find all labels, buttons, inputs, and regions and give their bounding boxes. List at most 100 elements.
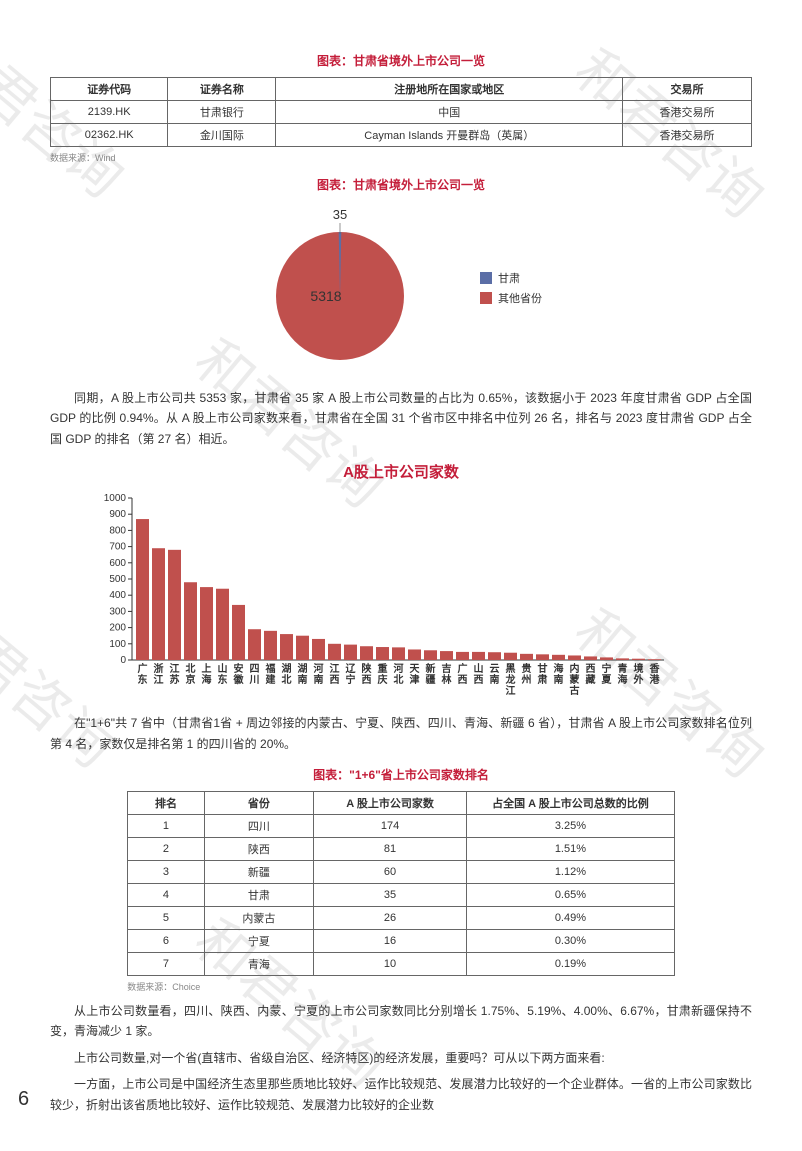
table-header: 证券代码 xyxy=(51,78,168,101)
svg-text:福: 福 xyxy=(265,662,276,675)
svg-text:南: 南 xyxy=(298,673,308,686)
table-cell: 0.49% xyxy=(467,906,675,929)
svg-text:山: 山 xyxy=(474,662,484,675)
table-cell: 10 xyxy=(314,952,467,975)
svg-text:建: 建 xyxy=(265,673,277,686)
legend-swatch xyxy=(480,272,492,284)
svg-text:400: 400 xyxy=(109,590,126,601)
svg-text:河: 河 xyxy=(314,663,324,675)
table-cell: 甘肃 xyxy=(204,883,313,906)
svg-text:600: 600 xyxy=(109,558,126,569)
table-cell: 0.19% xyxy=(467,952,675,975)
legend-swatch xyxy=(480,292,492,304)
table-cell: 6 xyxy=(128,929,205,952)
table-row: 2139.HK甘肃银行中国香港交易所 xyxy=(51,101,752,124)
table-cell: 1 xyxy=(128,814,205,837)
table-cell: Cayman Islands 开曼群岛（英属） xyxy=(276,124,623,147)
legend-label: 甘肃 xyxy=(498,270,520,286)
pie-title: 图表：甘肃省境外上市公司一览 xyxy=(50,176,752,193)
table-cell: 3.25% xyxy=(467,814,675,837)
svg-text:津: 津 xyxy=(410,673,420,686)
table-header: 交易所 xyxy=(623,78,752,101)
svg-text:辽: 辽 xyxy=(346,663,357,675)
svg-text:藏: 藏 xyxy=(586,673,596,686)
table2-title: 图表："1+6"省上市公司家数排名 xyxy=(50,766,752,783)
svg-text:云: 云 xyxy=(490,663,500,675)
svg-text:江: 江 xyxy=(330,662,340,675)
table-row: 02362.HK金川国际Cayman Islands 开曼群岛（英属）香港交易所 xyxy=(51,124,752,147)
svg-text:夏: 夏 xyxy=(601,674,613,686)
svg-text:山: 山 xyxy=(218,662,228,675)
table-cell: 青海 xyxy=(204,952,313,975)
svg-text:南: 南 xyxy=(314,673,324,686)
svg-text:江: 江 xyxy=(506,684,516,697)
table1-source: 数据来源：Wind xyxy=(50,151,752,164)
svg-text:0: 0 xyxy=(120,655,126,666)
table-header: 省份 xyxy=(204,791,313,814)
svg-text:宁: 宁 xyxy=(602,662,612,675)
svg-text:庆: 庆 xyxy=(377,673,388,686)
bar-chart: 01002003004005006007008009001000广东浙江江苏北京… xyxy=(90,490,752,703)
legend-label: 其他省份 xyxy=(498,290,542,306)
table-cell: 4 xyxy=(128,883,205,906)
svg-text:西: 西 xyxy=(330,674,340,686)
svg-text:新: 新 xyxy=(426,662,436,675)
table-cell: 陕西 xyxy=(204,837,313,860)
table-cell: 金川国际 xyxy=(168,124,276,147)
svg-text:1000: 1000 xyxy=(104,493,127,504)
svg-text:南: 南 xyxy=(490,673,500,686)
table-cell: 174 xyxy=(314,814,467,837)
pie-chart-wrap: 355318 甘肃其他省份 xyxy=(50,201,752,374)
svg-text:南: 南 xyxy=(554,673,564,686)
svg-text:西: 西 xyxy=(458,674,468,686)
svg-text:黑: 黑 xyxy=(506,663,516,675)
svg-text:州: 州 xyxy=(521,674,532,686)
paragraph-3: 从上市公司数量看，四川、陕西、内蒙、宁夏的上市公司家数同比分别增长 1.75%、… xyxy=(50,1001,752,1042)
svg-text:青: 青 xyxy=(618,662,628,675)
table-cell: 内蒙古 xyxy=(204,906,313,929)
overseas-listed-table: 证券代码证券名称注册地所在国家或地区交易所 2139.HK甘肃银行中国香港交易所… xyxy=(50,77,752,147)
table-cell: 香港交易所 xyxy=(623,101,752,124)
svg-text:境: 境 xyxy=(634,662,644,675)
table-header: 占全国 A 股上市公司总数的比例 xyxy=(467,791,675,814)
svg-text:贵: 贵 xyxy=(522,662,532,675)
paragraph-2: 在"1+6"共 7 省中（甘肃省1省 + 周边邻接的内蒙古、宁夏、陕西、四川、青… xyxy=(50,713,752,754)
legend-item: 甘肃 xyxy=(480,270,542,286)
svg-text:徽: 徽 xyxy=(233,673,245,686)
table-cell: 四川 xyxy=(204,814,313,837)
svg-text:900: 900 xyxy=(109,509,126,520)
svg-text:800: 800 xyxy=(109,526,126,537)
table-row: 1四川1743.25% xyxy=(128,814,675,837)
svg-text:甘: 甘 xyxy=(538,662,548,675)
svg-text:天: 天 xyxy=(410,663,421,675)
page-number: 6 xyxy=(18,1088,29,1111)
paragraph-1: 同期，A 股上市公司共 5353 家，甘肃省 35 家 A 股上市公司数量的占比… xyxy=(50,388,752,449)
svg-text:宁: 宁 xyxy=(346,673,356,686)
svg-text:北: 北 xyxy=(282,673,292,686)
table-cell: 甘肃银行 xyxy=(168,101,276,124)
svg-text:内: 内 xyxy=(570,662,580,675)
svg-text:上: 上 xyxy=(202,662,212,675)
table-cell: 中国 xyxy=(276,101,623,124)
svg-text:港: 港 xyxy=(650,673,661,686)
svg-text:四: 四 xyxy=(250,663,260,675)
svg-text:海: 海 xyxy=(618,673,628,686)
svg-text:苏: 苏 xyxy=(170,673,180,686)
svg-text:500: 500 xyxy=(109,574,126,585)
svg-text:海: 海 xyxy=(202,673,212,686)
table-cell: 7 xyxy=(128,952,205,975)
table-header: 注册地所在国家或地区 xyxy=(276,78,623,101)
table-row: 6宁夏160.30% xyxy=(128,929,675,952)
table-cell: 宁夏 xyxy=(204,929,313,952)
svg-text:吉: 吉 xyxy=(442,662,452,675)
legend-item: 其他省份 xyxy=(480,290,542,306)
table-cell: 新疆 xyxy=(204,860,313,883)
table-cell: 3 xyxy=(128,860,205,883)
table-cell: 81 xyxy=(314,837,467,860)
svg-text:700: 700 xyxy=(109,542,126,553)
svg-text:广: 广 xyxy=(458,662,468,675)
table-row: 2陕西811.51% xyxy=(128,837,675,860)
svg-text:古: 古 xyxy=(570,684,580,697)
table-row: 7青海100.19% xyxy=(128,952,675,975)
svg-text:重: 重 xyxy=(378,662,388,675)
